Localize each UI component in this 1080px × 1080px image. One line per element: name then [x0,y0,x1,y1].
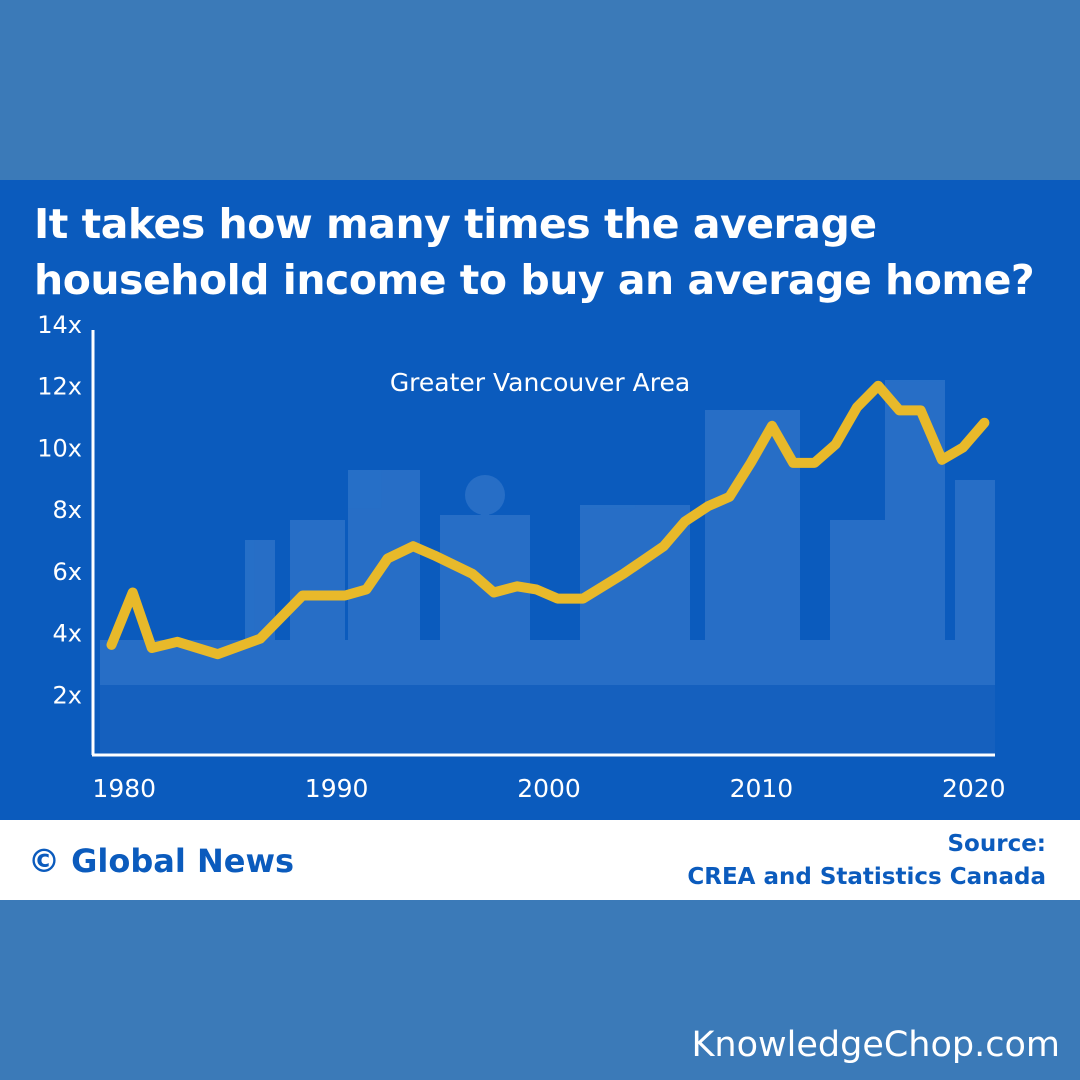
source-label: Source: [947,831,1046,857]
chart-title: It takes how many times the average hous… [34,196,1064,308]
title-line-2: household income to buy an average home? [34,256,1035,304]
y-tick-label: 6x [53,558,82,586]
skyline-backdrop [100,380,995,753]
y-tick-label: 10x [37,434,82,462]
x-tick-label: 2000 [517,774,581,803]
source-text: CREA and Statistics Canada [687,864,1046,890]
y-tick-label: 14x [37,311,82,339]
y-tick-label: 12x [37,373,82,401]
title-line-1: It takes how many times the average [34,200,877,248]
global-news-logo: © Global News [28,842,295,880]
y-tick-label: 8x [53,496,82,524]
watermark-text: KnowledgeChop.com [691,1025,1060,1065]
series-layer [106,380,990,660]
y-tick-label: 2x [53,681,82,709]
x-tick-label: 2010 [730,774,794,803]
x-tick-label: 2020 [942,774,1006,803]
x-tick-label: 1980 [92,774,156,803]
y-axis-ticks: 2x 4x 6x 8x 10x 12x 14x [37,311,82,709]
source-credit: Source: CREA and Statistics Canada [687,828,1046,894]
y-tick-label: 4x [53,620,82,648]
footer-bar [0,820,1080,900]
x-tick-label: 1990 [305,774,369,803]
chart-annotation: Greater Vancouver Area [390,368,690,397]
x-axis-ticks: 1980 1990 2000 2010 2020 [92,774,1005,803]
